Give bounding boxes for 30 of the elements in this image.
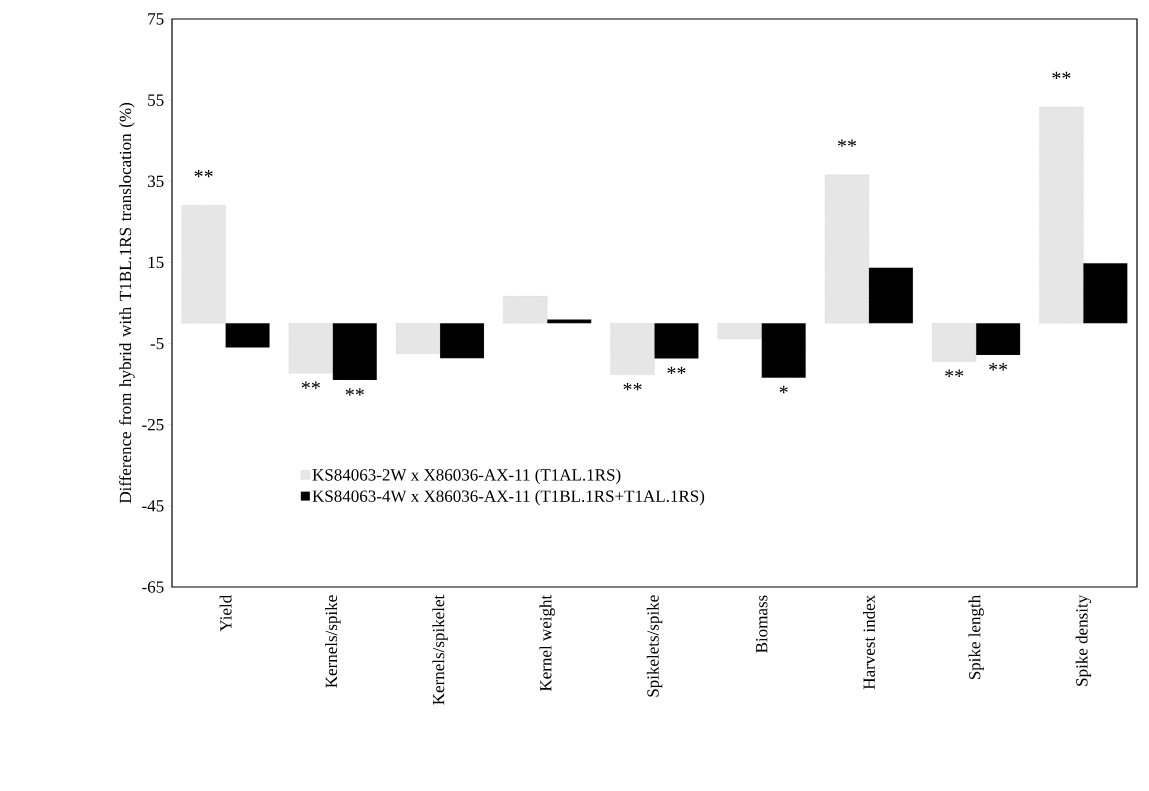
x-tick-label: Kernels/spikelet	[432, 594, 448, 705]
annotation: **	[1052, 71, 1071, 80]
y-tick-label: 55	[148, 94, 164, 106]
annotation: **	[623, 383, 642, 391]
y-tick-label: 35	[148, 175, 164, 187]
x-tick-label: Yield	[219, 594, 232, 632]
x-tick-label: Kernels/spike	[325, 595, 341, 688]
annotation: **	[194, 169, 213, 178]
annotation: **	[945, 369, 964, 377]
x-tick-label: Harvest index	[862, 594, 875, 690]
y-tick-label: 75	[148, 13, 164, 25]
legend-label: KS84063-4W x X86036-AX-11 (T1BL.1RS+T1AL.1RS)	[312, 489, 705, 506]
y-tick-label: -25	[142, 418, 164, 431]
x-tick-label: Biomass	[756, 595, 768, 653]
x-tick-label: Kernel weight	[539, 594, 556, 692]
y-tick-label: -5	[150, 337, 164, 350]
y-tick-label: -65	[142, 581, 164, 593]
y-axis-title: Difference from hybrid with T1BL.1RS translocation (%)	[119, 103, 135, 504]
x-tick-label: Spike length	[968, 595, 984, 680]
y-tick-label: -45	[142, 500, 164, 512]
annotation: **	[989, 363, 1008, 371]
x-tick-label: Spike density	[1075, 594, 1092, 686]
y-tick-label: 15	[148, 256, 164, 269]
annotation: **	[837, 139, 856, 147]
annotation: **	[345, 388, 364, 396]
legend-label: KS84063-2W x X86036-AX-11 (T1AL.1RS)	[312, 468, 621, 485]
annotation: **	[301, 381, 320, 389]
annotation: *	[779, 385, 788, 394]
x-tick-label: Spikelets/spike	[646, 595, 663, 697]
annotation: **	[667, 366, 686, 375]
